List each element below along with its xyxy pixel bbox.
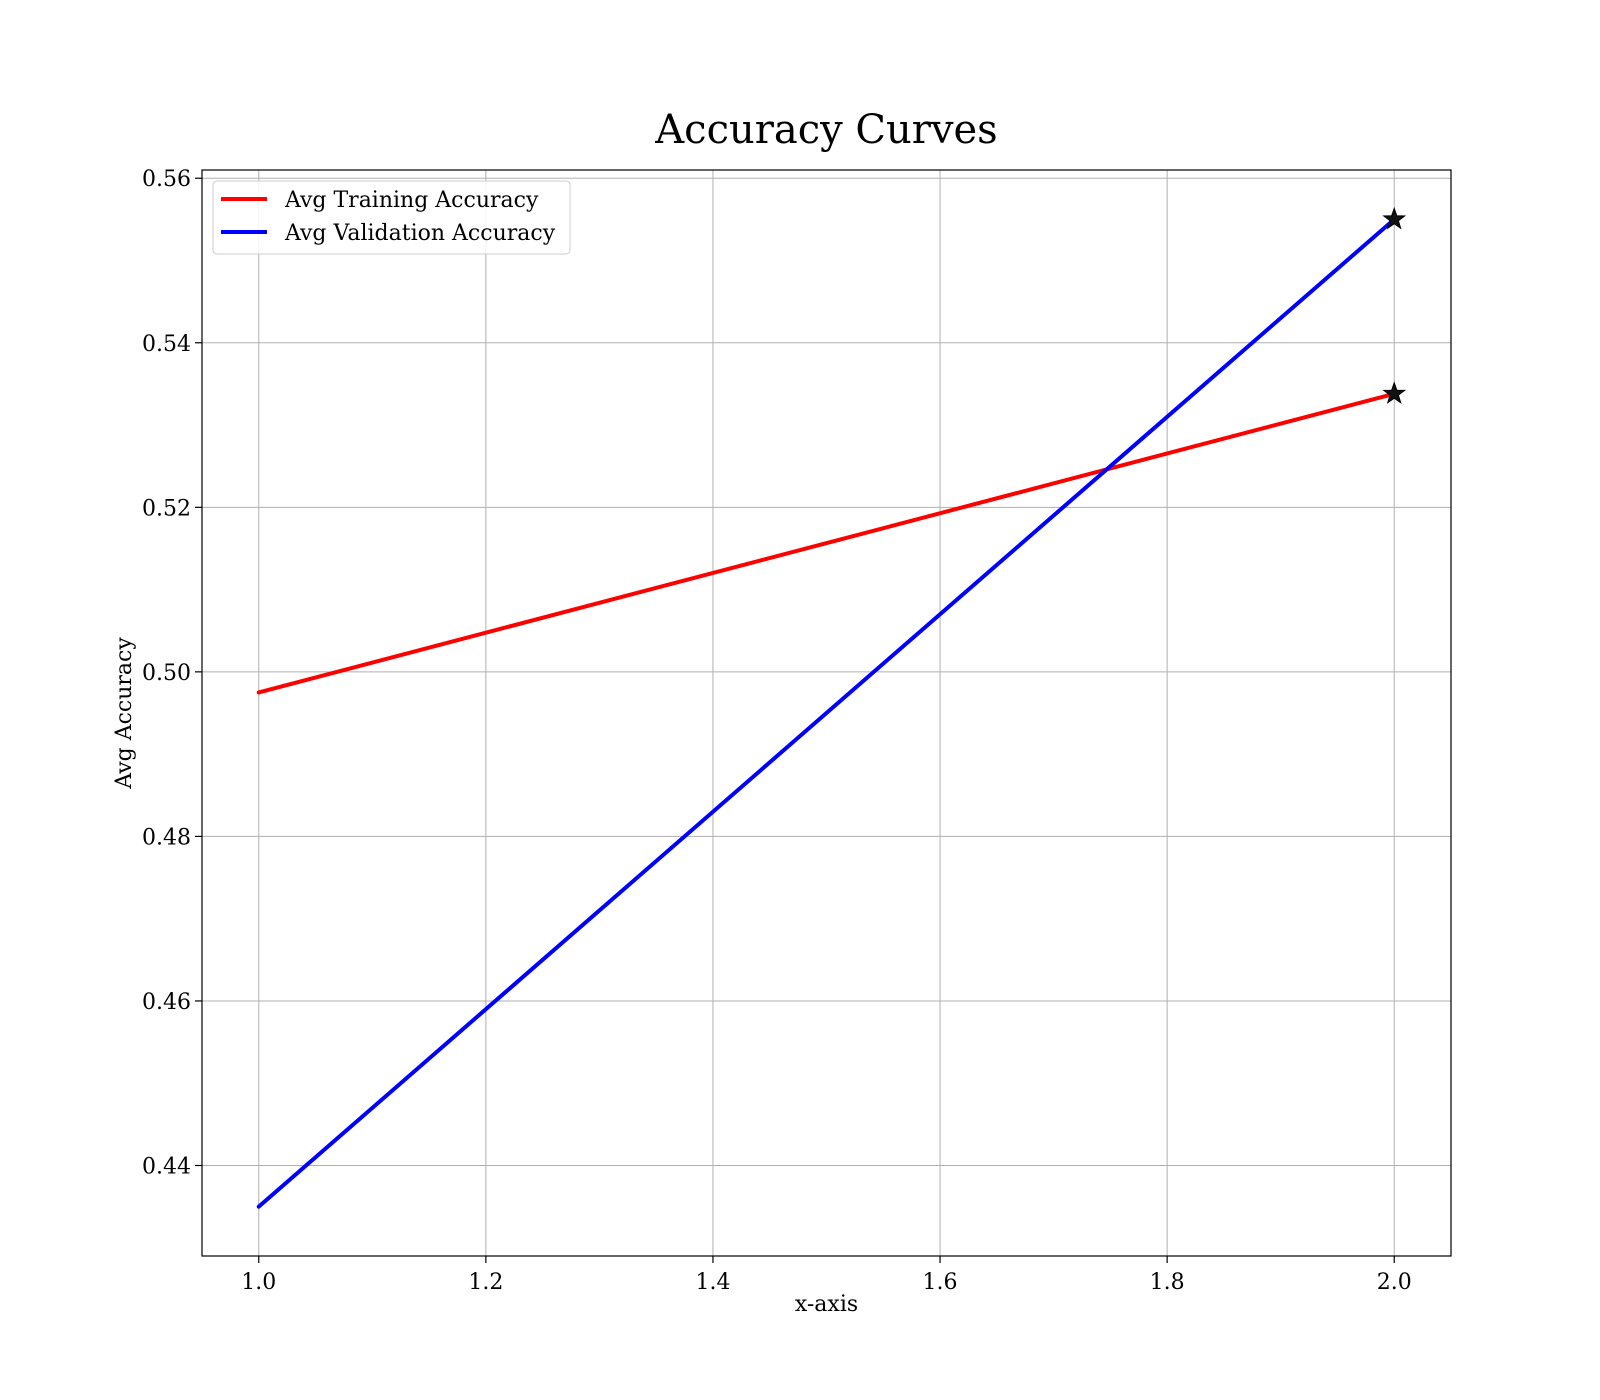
x-tick-label: 2.0	[1377, 1270, 1412, 1295]
x-tick-label: 1.6	[923, 1270, 958, 1295]
y-tick-label: 0.46	[142, 990, 191, 1015]
series-line-training	[256, 391, 1397, 695]
legend-box	[212, 180, 571, 255]
legend-label-validation: Avg Validation Accuracy	[284, 221, 556, 246]
y-tick-label: 0.48	[142, 825, 191, 850]
y-tick-label: 0.56	[142, 167, 191, 192]
x-tick-label: 1.8	[1150, 1270, 1185, 1295]
legend: Avg Training Accuracy Avg Validation Accu…	[212, 180, 571, 255]
x-tick-label: 1.0	[241, 1270, 276, 1295]
grid-layer	[202, 170, 1451, 1256]
y-tick-label: 0.52	[142, 496, 191, 521]
series-end-star-validation	[1382, 206, 1407, 230]
x-tick-label: 1.4	[695, 1270, 730, 1295]
y-tick-label: 0.50	[142, 661, 191, 686]
x-tick-label: 1.2	[468, 1270, 503, 1295]
x-axis-label: x-axis	[795, 1292, 858, 1317]
y-axis-label: Avg Accuracy	[112, 637, 137, 790]
series-end-star-training	[1382, 381, 1407, 404]
plot-frame	[201, 169, 1452, 1257]
series-line-validation	[256, 217, 1397, 1209]
ticks-layer: 1.0 1.2 1.4 1.6 1.8 2.0 0.44 0.46 0.48 0.50 0.52 0.…	[142, 167, 1412, 1295]
y-tick-label: 0.54	[142, 332, 191, 357]
y-tick-label: 0.44	[142, 1155, 191, 1180]
series-layer	[256, 206, 1407, 1209]
legend-label-training: Avg Training Accuracy	[284, 188, 539, 213]
chart-title: Accuracy Curves	[654, 107, 997, 153]
